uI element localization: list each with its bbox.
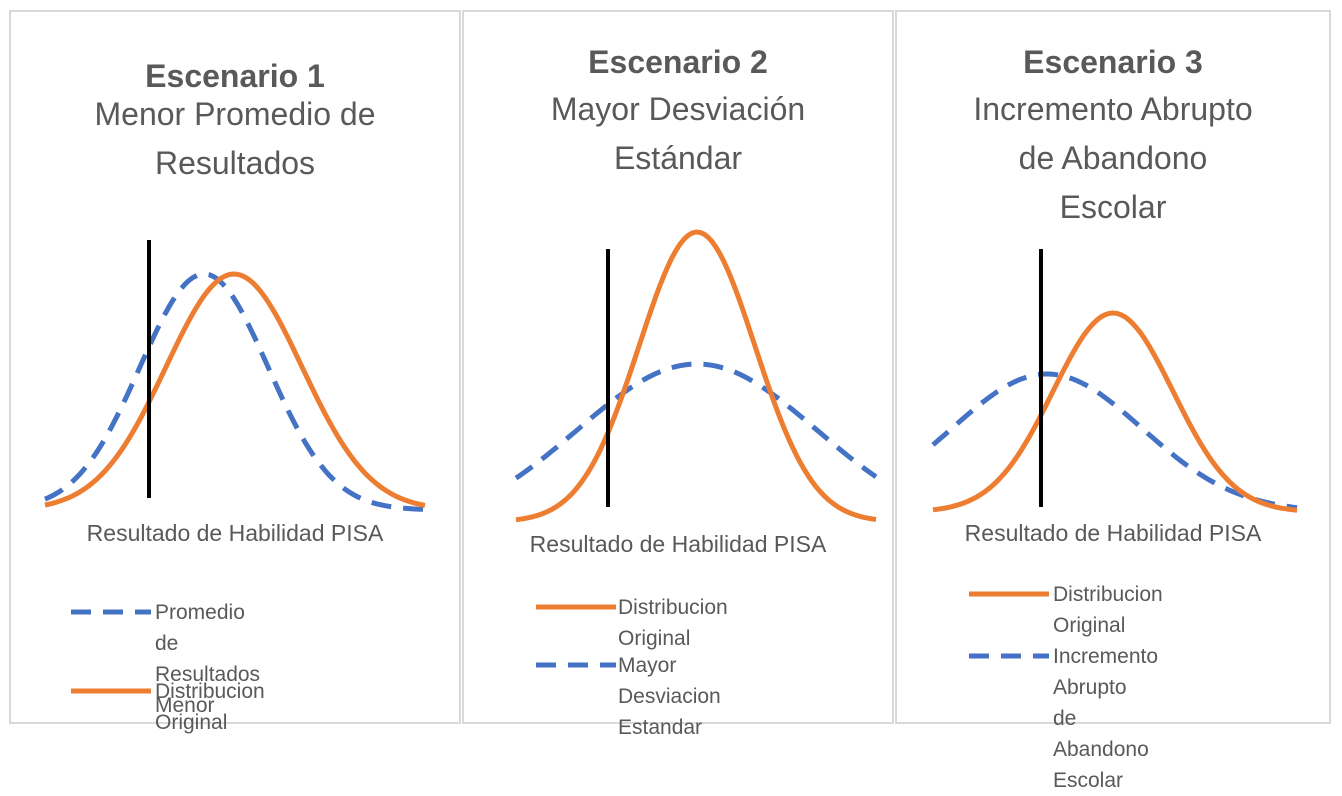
scenario-2-original-distribution-curve (515, 229, 877, 523)
legend-dashed-swatch (71, 609, 151, 615)
scenario-1-subtitle: Menor Promedio de Resultados (94, 96, 376, 181)
legend-label: Promedio de Resultados Menor (155, 601, 261, 717)
scenario-2-xlabel: Resultado de Habilidad PISA (529, 531, 827, 557)
scenario-3-heading: Escenario 3 (1023, 44, 1203, 80)
scenario-3-panel: Escenario 3 Incremento Abrupto de Abando… (895, 10, 1331, 792)
legend-solid-swatch (969, 591, 1049, 597)
scenario-2-heading: Escenario 2 (588, 44, 768, 80)
scenario-2-subtitle: Mayor Desviación Estándar (550, 91, 806, 176)
scenario-1-plot (43, 240, 426, 512)
scenario-2-panel: Escenario 2 Mayor Desviación Estándar Re… (462, 10, 894, 739)
scenario-2-plot (514, 229, 878, 523)
scenario-1-shifted-distribution-curve (43, 271, 426, 512)
legend-label: Mayor Desviacion Estandar (618, 654, 721, 739)
legend-dashed-swatch (969, 653, 1049, 659)
scenario-3-legend: Distribucion Original Incremento Abrupto… (969, 579, 1319, 792)
scenario-1-xlabel: Resultado de Habilidad PISA (86, 520, 384, 546)
scenario-1-original-distribution-curve (44, 271, 426, 508)
scenario-2-legend: Distribucion Original Mayor Desviacion E… (536, 592, 876, 739)
legend-solid-swatch (71, 688, 151, 694)
legend-label: Distribucion Original (618, 596, 728, 650)
scenario-1-panel: Escenario 1 Menor Promedio de Resultados… (9, 10, 461, 734)
scenario-3-subtitle: Incremento Abrupto de Abandono Escolar (973, 91, 1253, 225)
legend-label: Incremento Abrupto de Abandono Escolar (1053, 645, 1159, 792)
legend-label: Distribucion Original (1053, 583, 1163, 637)
scenario-1-legend: Promedio de Resultados Menor Distribucio… (71, 597, 451, 734)
scenario-2-wider-distribution-curve (514, 361, 878, 481)
legend-dashed-swatch (536, 662, 616, 668)
scenario-3-plot (931, 249, 1298, 513)
scenario-3-xlabel: Resultado de Habilidad PISA (964, 520, 1262, 546)
legend-solid-swatch (536, 604, 616, 610)
scenario-3-original-distribution-curve (932, 310, 1298, 513)
scenario-3-dropout-distribution-curve (931, 371, 1298, 511)
legend-label: Distribucion Original (155, 680, 265, 734)
scenario-1-heading: Escenario 1 (145, 58, 325, 94)
